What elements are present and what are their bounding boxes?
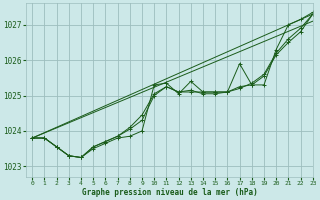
X-axis label: Graphe pression niveau de la mer (hPa): Graphe pression niveau de la mer (hPa) xyxy=(82,188,257,197)
